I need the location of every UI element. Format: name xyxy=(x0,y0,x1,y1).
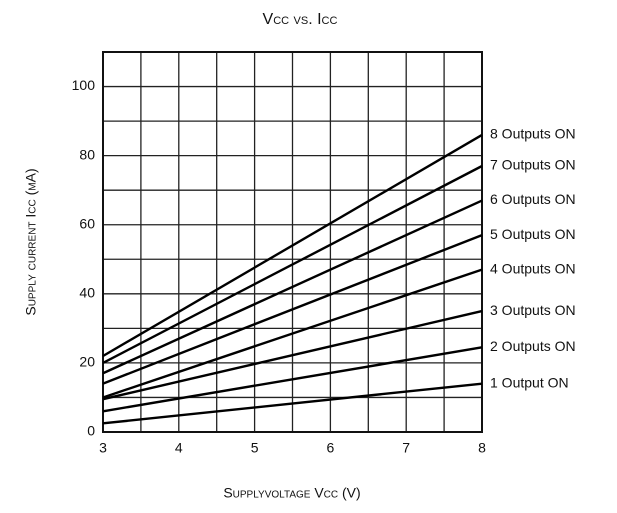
series-label: 4 Outputs ON xyxy=(490,260,576,276)
x-tick-label: 4 xyxy=(175,440,183,456)
series-label: 8 Outputs ON xyxy=(490,126,576,142)
plot-frame xyxy=(102,51,483,433)
series-line xyxy=(102,382,483,425)
series-label: 7 Outputs ON xyxy=(490,157,576,173)
series-label: 2 Outputs ON xyxy=(490,338,576,354)
x-tick-label: 3 xyxy=(99,440,107,456)
y-tick-label: 80 xyxy=(79,146,95,162)
series-label: 5 Outputs ON xyxy=(490,226,576,242)
series-label: 6 Outputs ON xyxy=(490,191,576,207)
y-axis-label: Supply current Icc (mA) xyxy=(23,168,39,315)
x-axis-label: Supplyvoltage Vcc (V) xyxy=(223,485,360,501)
series-line xyxy=(102,133,483,358)
chart-title: Vcc vs. Icc xyxy=(263,11,338,28)
series-label: 1 Output ON xyxy=(490,374,569,390)
x-tick-label: 8 xyxy=(478,440,486,456)
y-tick-label: 0 xyxy=(87,423,95,439)
y-tick-label: 40 xyxy=(79,285,95,301)
x-tick-label: 5 xyxy=(251,440,259,456)
series-line xyxy=(102,164,483,364)
series-line xyxy=(102,309,483,401)
y-tick-label: 100 xyxy=(72,77,96,93)
series-line xyxy=(102,233,483,385)
series-label: 3 Outputs ON xyxy=(490,302,576,318)
y-tick-label: 60 xyxy=(79,215,95,231)
y-tick-label: 20 xyxy=(79,354,95,370)
series-line xyxy=(102,199,483,375)
x-tick-label: 7 xyxy=(402,440,410,456)
series-line xyxy=(102,346,483,413)
x-tick-label: 6 xyxy=(327,440,335,456)
series-line xyxy=(102,268,483,399)
